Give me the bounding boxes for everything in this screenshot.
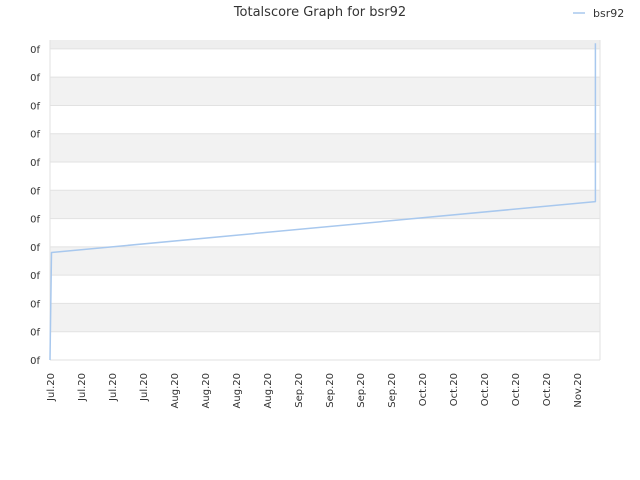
x-tick-label: Jul.20 (77, 373, 88, 402)
y-tick-label: 0f (30, 328, 40, 339)
x-tick-label: Aug.20 (232, 373, 243, 408)
grid-band (50, 246, 600, 276)
legend-label: bsr92 (593, 7, 624, 20)
x-axis: Jul.20 Jul.20 Jul.20 Jul.20 Aug.20 Aug.20 Aug.… (46, 373, 584, 408)
x-tick-label: Sep.20 (325, 373, 336, 408)
y-tick-label: 0f (30, 299, 40, 310)
grid-band (50, 133, 600, 163)
y-tick-label: 0f (30, 215, 40, 226)
x-tick-label: Aug.20 (263, 373, 274, 408)
x-tick-label: Jul.20 (139, 373, 150, 402)
y-tick-label: 0f (30, 186, 40, 197)
x-tick-label: Jul.20 (108, 373, 119, 402)
y-axis: 0f 0f 0f 0f 0f 0f 0f 0f 0f 0f 0f 0f (30, 45, 40, 367)
grid-bands (50, 40, 600, 360)
grid-band (50, 77, 600, 106)
x-tick-label: Nov.20 (573, 373, 584, 408)
grid-band (50, 218, 600, 247)
plot-area (49, 43, 597, 361)
y-tick-label: 0f (30, 243, 40, 254)
x-tick-label: Aug.20 (170, 373, 181, 408)
grid-band (50, 48, 600, 78)
grid-band (50, 331, 600, 360)
x-tick-label: Oct.20 (418, 373, 429, 406)
y-tick-label: 0f (30, 73, 40, 84)
y-tick-label: 0f (30, 271, 40, 282)
x-tick-label: Aug.20 (201, 373, 212, 408)
y-tick-label: 0f (30, 101, 40, 112)
y-tick-label: 0f (30, 158, 40, 169)
x-tick-label: Oct.20 (449, 373, 460, 406)
x-tick-label: Oct.20 (480, 373, 491, 406)
series-line-bsr92 (49, 43, 597, 361)
y-tick-label: 0f (30, 356, 40, 367)
y-tick-label: 0f (30, 45, 40, 56)
grid-band (50, 162, 600, 191)
x-tick-label: Oct.20 (542, 373, 553, 406)
legend: bsr92 (573, 7, 624, 20)
grid-band (50, 190, 600, 219)
chart-title: Totalscore Graph for bsr92 (233, 5, 406, 20)
x-tick-label: Sep.20 (294, 373, 305, 408)
x-tick-label: Sep.20 (356, 373, 367, 408)
y-tick-label: 0f (30, 130, 40, 141)
x-tick-label: Oct.20 (511, 373, 522, 406)
grid-band (50, 40, 600, 49)
x-tick-label: Jul.20 (46, 373, 57, 402)
grid-band (50, 303, 600, 332)
grid-band (50, 275, 600, 304)
grid-band (50, 105, 600, 134)
x-tick-label: Sep.20 (387, 373, 398, 408)
